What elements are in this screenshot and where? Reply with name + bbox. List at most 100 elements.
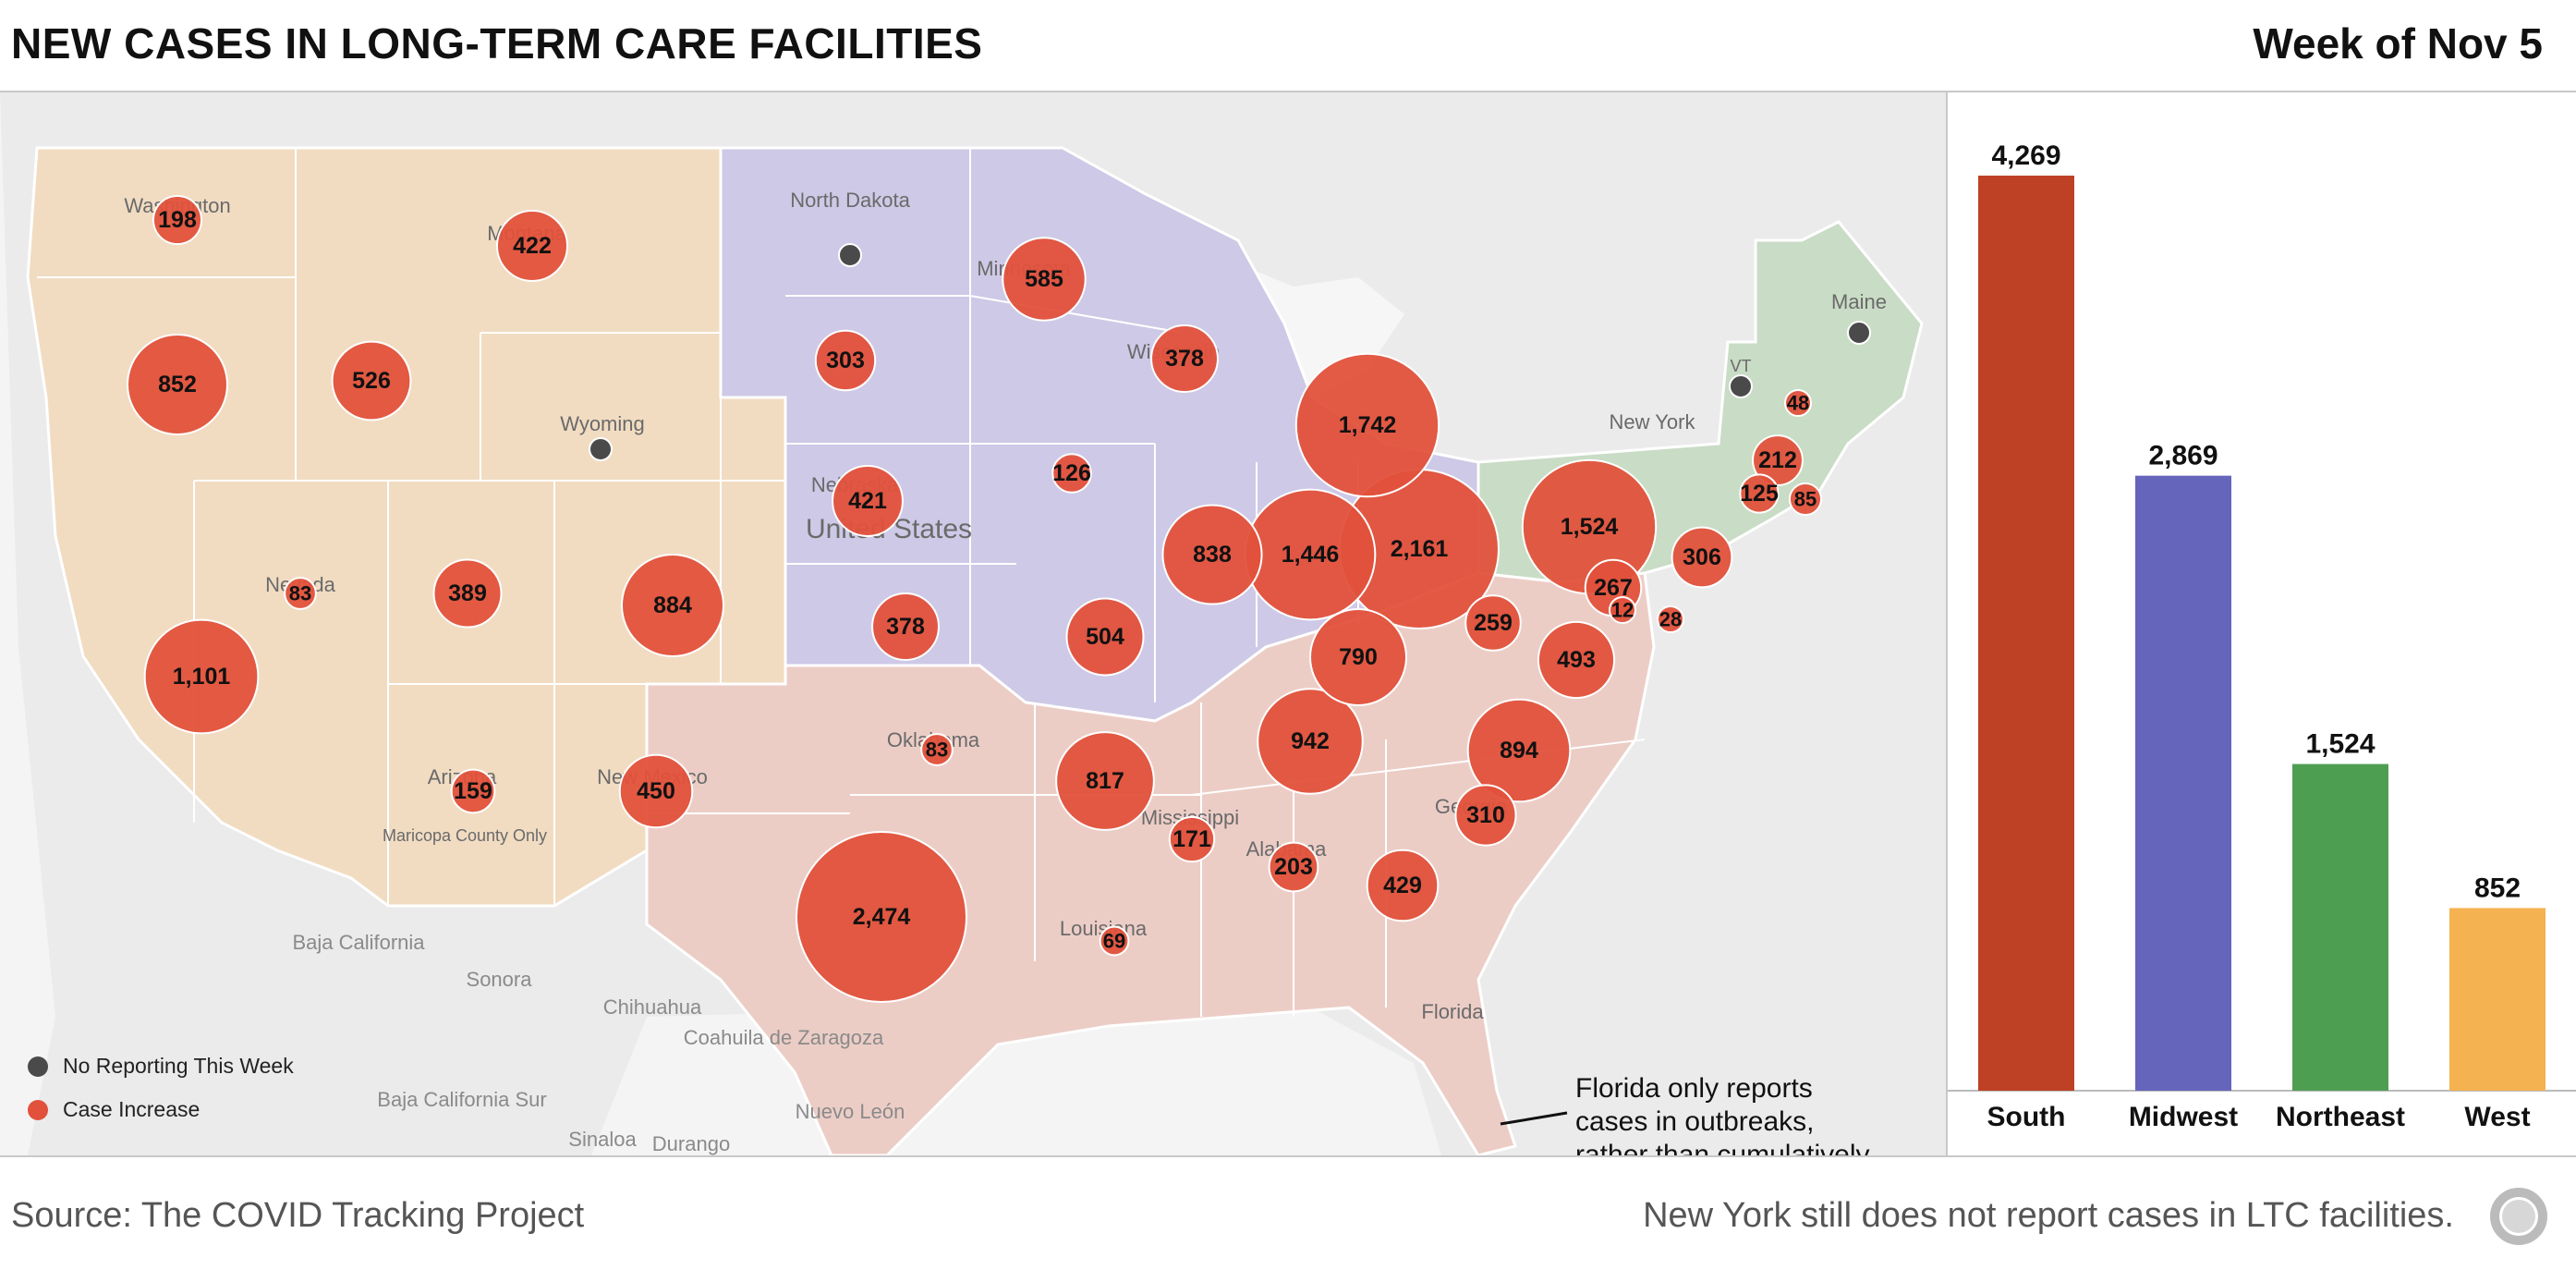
state-label: VT (1730, 357, 1751, 375)
case-bubble-mississippi (1168, 815, 1216, 863)
page-title: NEW CASES IN LONG-TERM CARE FACILITIES (11, 19, 983, 67)
bar-value-label-west: 852 (2474, 873, 2521, 903)
footer: Source: The COVID Tracking Project New Y… (0, 1155, 2576, 1270)
case-bubble-arizona (450, 768, 496, 814)
header: NEW CASES IN LONG-TERM CARE FACILITIES W… (0, 0, 2576, 92)
legend-dot-case-increase (28, 1099, 48, 1120)
bar-value-label-south: 4,269 (1991, 140, 2060, 171)
case-bubble-north-carolina (1466, 698, 1572, 803)
case-bubble-label-pennsylvania: 1,524 (1561, 514, 1619, 540)
case-bubble-label-iowa: 126 (1052, 460, 1091, 486)
case-bubble-louisiana (1099, 925, 1130, 957)
case-bubble-label-maryland: 267 (1594, 575, 1633, 601)
case-bubble-label-indiana: 1,446 (1282, 542, 1340, 568)
bar-category-label-south: South (1987, 1102, 2066, 1132)
week-label: Week of Nov 5 (2253, 19, 2543, 67)
case-bubble-south-dakota (814, 329, 877, 392)
bar-category-label-west: West (2464, 1102, 2530, 1132)
case-bubble-label-dc: 28 (1659, 608, 1682, 631)
case-bubble-label-utah: 389 (448, 580, 487, 606)
case-bubble-label-illinois: 838 (1193, 542, 1232, 568)
case-bubble-label-georgia: 429 (1383, 873, 1422, 898)
bar-chart-canvas: 4,269 South 2,869 Midwest 1,524 Northeast 852 W… (1948, 140, 2576, 1132)
bar-value-label-northeast: 1,524 (2305, 729, 2375, 760)
new-york-note: New York still does not report cases in … (1643, 1196, 2454, 1235)
state-label: New York (1610, 410, 1696, 434)
geo-label: Baja California Sur (377, 1088, 546, 1111)
case-bubble-label-arkansas: 817 (1086, 768, 1124, 794)
case-bubble-wisconsin (1150, 324, 1219, 393)
case-bubble-label-ohio: 2,161 (1391, 536, 1449, 562)
case-bubble-idaho (331, 340, 412, 421)
case-bubble-montana (496, 210, 568, 282)
bar-northeast (2292, 763, 2388, 1091)
case-bubble-label-california: 1,101 (173, 664, 231, 690)
case-bubble-label-alabama: 203 (1274, 854, 1313, 880)
case-bubble-illinois (1161, 504, 1263, 605)
case-bubble-label-arizona: 159 (454, 778, 492, 804)
case-bubble-massachusetts (1752, 434, 1804, 486)
case-bubble-new-jersey (1671, 526, 1733, 589)
bar-category-label-northeast: Northeast (2276, 1102, 2405, 1132)
case-bubble-delaware (1609, 596, 1636, 624)
case-bubble-label-connecticut: 125 (1740, 481, 1779, 507)
case-bubble-utah (432, 558, 503, 629)
bubble-layer: 2,474 2,161 1,742 1,524 1,446 1,101 942 894 884 8… (127, 194, 1823, 1003)
case-bubble-texas (796, 831, 967, 1003)
geo-label: Sonora (467, 968, 533, 991)
geo-label: Sinaloa (568, 1128, 637, 1151)
case-bubble-west-virginia (1464, 594, 1522, 652)
bar-value-label-midwest: 2,869 (2148, 441, 2218, 471)
case-bubble-label-new-jersey: 306 (1683, 544, 1721, 570)
state-label: Wyoming (560, 412, 645, 435)
geo-labels: Baja California Sonora Chihuahua Coahuil… (292, 931, 905, 1155)
no-reporting-marker-north-dakota (838, 243, 862, 267)
case-bubble-iowa (1051, 453, 1092, 494)
case-bubble-label-mississippi: 171 (1173, 826, 1211, 852)
legend-dot-no-reporting (28, 1056, 48, 1077)
case-bubble-colorado (621, 554, 724, 657)
case-bubble-south-carolina (1454, 784, 1517, 847)
bar-west (2449, 908, 2546, 1091)
case-bubble-label-wisconsin: 378 (1165, 346, 1204, 372)
case-bubble-new-hampshire (1784, 389, 1812, 417)
case-bubble-label-new-hampshire: 48 (1787, 392, 1809, 415)
case-bubble-label-oregon: 852 (158, 372, 197, 397)
geo-label: Baja California (292, 931, 425, 954)
legend-label-no-reporting: No Reporting This Week (63, 1054, 294, 1078)
case-bubble-label-massachusetts: 212 (1758, 447, 1797, 473)
case-bubble-label-nebraska: 421 (848, 488, 887, 514)
legend-item-case-increase: Case Increase (28, 1097, 294, 1122)
case-bubble-minnesota (1002, 237, 1087, 322)
case-bubble-label-washington: 198 (158, 207, 197, 233)
case-bubble-label-kentucky: 790 (1339, 644, 1378, 670)
case-bubble-arkansas (1055, 731, 1155, 831)
map-legend: No Reporting This Week Case Increase (28, 1054, 294, 1141)
no-reporting-marker-maine (1847, 321, 1871, 345)
case-bubble-label-south-carolina: 310 (1466, 802, 1505, 828)
case-bubble-label-missouri: 504 (1086, 624, 1124, 650)
legend-label-case-increase: Case Increase (63, 1097, 200, 1121)
case-bubble-label-rhode-island: 85 (1794, 488, 1817, 511)
us-map: Baja California Sonora Chihuahua Coahuil… (0, 92, 1946, 1155)
case-bubble-label-kansas: 378 (886, 614, 925, 640)
case-bubble-rhode-island (1788, 482, 1823, 517)
region-bar-chart: 4,269 South 2,869 Midwest 1,524 Northeast 852 W… (1948, 92, 2576, 1155)
source-note: Source: The COVID Tracking Project (11, 1196, 585, 1235)
case-bubble-label-north-carolina: 894 (1500, 738, 1538, 763)
case-bubble-label-tennessee: 942 (1291, 728, 1330, 754)
case-bubble-label-minnesota: 585 (1025, 266, 1063, 292)
case-bubble-tennessee (1257, 688, 1364, 795)
geo-label: Durango (652, 1132, 730, 1155)
case-bubble-label-colorado: 884 (653, 592, 692, 618)
geo-label: Nuevo León (796, 1100, 905, 1123)
panel-divider (1946, 92, 1948, 1155)
case-bubble-label-new-mexico: 450 (637, 778, 675, 804)
case-bubble-kansas (871, 592, 940, 661)
geo-label: Coahuila de Zaragoza (684, 1026, 884, 1049)
arizona-note: Maricopa County Only (383, 826, 547, 845)
case-bubble-california (143, 618, 260, 735)
case-bubble-kentucky (1309, 608, 1407, 706)
legend-item-no-reporting: No Reporting This Week (28, 1054, 294, 1079)
case-bubble-label-delaware: 12 (1611, 599, 1634, 622)
